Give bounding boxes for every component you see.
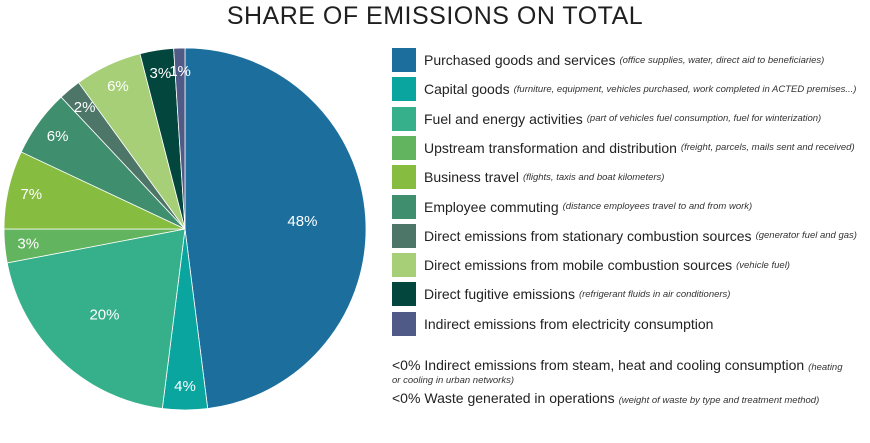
slice-label-3: 3% bbox=[17, 235, 39, 252]
pie-slices bbox=[3, 47, 367, 411]
legend-swatch bbox=[392, 135, 416, 160]
legend-extra-item-1: <0% Waste generated in operations (weight … bbox=[392, 390, 852, 406]
legend-swatch bbox=[392, 48, 416, 72]
legend-note: (office supplies, water, direct aid to b… bbox=[619, 54, 825, 66]
legend-item-9: Indirect emissions from electricity cons… bbox=[392, 311, 714, 336]
legend-label: Purchased goods and services bbox=[424, 52, 616, 68]
legend-label: Indirect emissions from electricity cons… bbox=[424, 315, 714, 332]
legend-item-5: Employee commuting (distance employees tr… bbox=[392, 194, 753, 219]
legend-item-1: Capital goods (furniture, equipment, vehi… bbox=[392, 77, 857, 102]
pie-chart: 48%4%20%3%7%6%2%6%3%1% bbox=[3, 47, 367, 411]
slice-label-5: 6% bbox=[47, 128, 69, 145]
pie-slice-0 bbox=[184, 47, 367, 410]
legend-extra-label: Indirect emissions from steam, heat and … bbox=[424, 357, 805, 373]
slice-label-7: 6% bbox=[107, 78, 129, 95]
legend-label: Direct fugitive emissions bbox=[424, 286, 575, 303]
legend-extra-label: Waste generated in operations bbox=[424, 390, 615, 406]
slice-label-8: 3% bbox=[150, 65, 172, 82]
legend-note: (vehicle fuel) bbox=[736, 259, 790, 271]
pie-slice-2 bbox=[6, 228, 186, 410]
legend-note: (generator fuel and gas) bbox=[755, 230, 857, 242]
legend-note: (freight, parcels, mails sent and receiv… bbox=[680, 142, 855, 154]
slice-label-6: 2% bbox=[74, 99, 96, 116]
slice-label-1: 4% bbox=[174, 378, 196, 395]
legend-note: (furniture, equipment, vehicles purchase… bbox=[513, 83, 857, 95]
legend-label: Business travel bbox=[424, 169, 519, 186]
legend-label: Direct emissions from mobile combustion … bbox=[424, 257, 733, 274]
legend-item-4: Business travel (flights, taxis and boat … bbox=[392, 165, 665, 190]
pie-slice-9 bbox=[173, 47, 186, 230]
legend-swatch bbox=[392, 194, 416, 219]
slice-label-2: 20% bbox=[89, 306, 119, 323]
legend-label: Fuel and energy activities bbox=[424, 110, 583, 127]
legend-swatch bbox=[392, 282, 416, 307]
legend-label: Upstream transformation and distribution bbox=[424, 139, 677, 156]
legend-item-7: Direct emissions from mobile combustion … bbox=[392, 253, 790, 278]
legend-item-2: Fuel and energy activities (part of vehic… bbox=[392, 106, 822, 131]
legend-item-3: Upstream transformation and distribution… bbox=[392, 135, 855, 160]
chart-title: SHARE OF EMISSIONS ON TOTAL bbox=[226, 2, 644, 30]
legend-extra-item-0: <0% Indirect emissions from steam, heat a… bbox=[392, 357, 852, 386]
slice-label-9: 1% bbox=[169, 63, 191, 80]
slice-label-0: 48% bbox=[287, 213, 317, 230]
legend-item-6: Direct emissions from stationary combust… bbox=[392, 223, 857, 248]
legend-note: (part of vehicles fuel consumption, fuel… bbox=[586, 113, 822, 125]
legend-swatch bbox=[392, 253, 416, 278]
legend-note: (refrigerant fluids in air conditioners) bbox=[578, 288, 731, 300]
legend-label: Capital goods bbox=[424, 81, 510, 98]
legend-swatch bbox=[392, 311, 416, 336]
legend-swatch bbox=[392, 106, 416, 131]
slice-label-4: 7% bbox=[20, 186, 42, 203]
legend-swatch bbox=[392, 223, 416, 248]
legend-swatch bbox=[392, 165, 416, 190]
legend-swatch bbox=[392, 77, 416, 102]
legend-extra-note: (heating or cooling in urban networks) bbox=[392, 362, 843, 386]
legend-label: Employee commuting bbox=[424, 198, 559, 215]
legend-note: (flights, taxis and boat kilometers) bbox=[522, 171, 665, 183]
legend-extra-prefix: <0% bbox=[392, 357, 421, 373]
legend-extra-prefix: <0% bbox=[392, 390, 421, 406]
legend-label: Direct emissions from stationary combust… bbox=[424, 227, 752, 244]
legend-item-0: Purchased goods and services (office supp… bbox=[392, 48, 824, 72]
legend-item-8: Direct fugitive emissions (refrigerant fl… bbox=[392, 282, 731, 307]
legend-note: (distance employees travel to and from w… bbox=[562, 201, 753, 212]
pie-labels: 48%4%20%3%7%6%2%6%3%1% bbox=[17, 63, 317, 395]
legend-extra-note: (weight of waste by type and treatment m… bbox=[618, 395, 820, 406]
